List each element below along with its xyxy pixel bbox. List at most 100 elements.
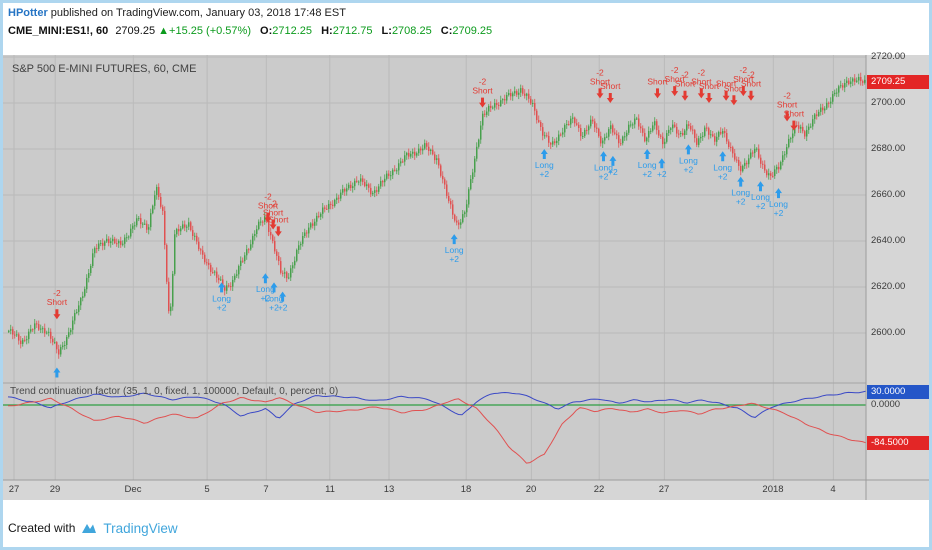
svg-text:-2: -2 xyxy=(53,288,61,298)
price-axis-label: 2660.00 xyxy=(871,189,906,200)
svg-text:+2: +2 xyxy=(756,201,766,211)
svg-text:-2: -2 xyxy=(740,65,748,75)
svg-text:+2: +2 xyxy=(261,293,271,303)
svg-text:Short: Short xyxy=(784,109,805,119)
created-with-text: Created with xyxy=(8,521,76,535)
time-axis-label: 5 xyxy=(204,484,210,495)
svg-text:+2: +2 xyxy=(539,169,549,179)
svg-text:+2: +2 xyxy=(449,254,459,264)
svg-text:+2: +2 xyxy=(657,169,667,179)
time-axis-label: 18 xyxy=(460,484,472,495)
chart-pane-title: S&P 500 E-MINI FUTURES, 60, CME xyxy=(12,63,197,75)
svg-text:+2: +2 xyxy=(736,197,746,207)
time-axis-label: 29 xyxy=(49,484,61,495)
time-axis-label: 22 xyxy=(593,484,605,495)
svg-text:-2: -2 xyxy=(783,90,791,100)
svg-text:Long: Long xyxy=(679,155,698,165)
svg-text:-2: -2 xyxy=(269,199,277,209)
svg-text:+2: +2 xyxy=(608,167,618,177)
indicator-value-badge: -84.5000 xyxy=(867,436,929,450)
last-price: 2709.25 xyxy=(115,25,156,37)
high-label: H: xyxy=(321,25,333,37)
publish-info: HPotter published on TradingView.com, Ja… xyxy=(8,7,346,19)
svg-text:Short: Short xyxy=(716,79,737,89)
close-label: C: xyxy=(440,25,453,37)
svg-text:+2: +2 xyxy=(217,302,227,312)
svg-text:Short: Short xyxy=(268,214,289,224)
tradingview-logo-icon[interactable] xyxy=(81,520,97,536)
svg-text:Short: Short xyxy=(691,76,712,86)
low-label: L: xyxy=(381,25,392,37)
price-axis-label: 2700.00 xyxy=(871,97,906,108)
high-value: 2712.75 xyxy=(332,25,373,37)
price-axis-label: 2720.00 xyxy=(871,51,906,62)
svg-text:Short: Short xyxy=(263,208,284,218)
svg-text:Short: Short xyxy=(724,83,745,93)
indicator-title[interactable]: Trend continuation factor (35, 1, 0, fix… xyxy=(10,386,339,397)
price-change: +15.25 (+0.57%) xyxy=(169,25,251,37)
svg-text:Short: Short xyxy=(47,297,68,307)
svg-text:+2: +2 xyxy=(278,303,288,313)
svg-text:Short: Short xyxy=(590,76,611,86)
svg-text:Long: Long xyxy=(256,284,275,294)
last-price-badge: 2709.25 xyxy=(867,75,929,89)
svg-text:+2: +2 xyxy=(774,208,784,218)
svg-text:Long: Long xyxy=(445,245,464,255)
svg-text:-2: -2 xyxy=(671,65,679,75)
svg-text:Long: Long xyxy=(731,188,750,198)
svg-text:Long: Long xyxy=(265,293,284,303)
close-value: 2709.25 xyxy=(452,25,493,37)
time-axis-label: 2018 xyxy=(762,484,784,495)
tradingview-brand-link[interactable]: TradingView xyxy=(103,520,178,536)
indicator-value-badge: 30.0000 xyxy=(867,385,929,399)
symbol-name[interactable]: CME_MINI:ES1!, 60 xyxy=(8,25,109,37)
price-axis-label: 2600.00 xyxy=(871,327,906,338)
svg-text:Short: Short xyxy=(699,81,720,91)
low-value: 2708.25 xyxy=(391,25,432,37)
change-arrow-icon: ▲ xyxy=(158,25,170,37)
open-value: 2712.25 xyxy=(272,25,313,37)
time-axis-label: 7 xyxy=(263,484,269,495)
svg-text:-2: -2 xyxy=(596,67,604,77)
svg-text:Short: Short xyxy=(600,81,621,91)
svg-text:Short: Short xyxy=(741,79,762,89)
svg-text:-2: -2 xyxy=(747,70,755,80)
svg-text:-2: -2 xyxy=(681,70,689,80)
svg-text:Long: Long xyxy=(638,160,657,170)
svg-text:Short: Short xyxy=(647,76,668,86)
svg-text:Long: Long xyxy=(535,160,554,170)
price-axis-label: 2640.00 xyxy=(871,235,906,246)
svg-text:-2: -2 xyxy=(264,192,272,202)
svg-text:Short: Short xyxy=(258,201,279,211)
time-axis-label: 4 xyxy=(830,484,836,495)
time-axis-label: 13 xyxy=(383,484,395,495)
time-axis-label: 11 xyxy=(325,484,335,495)
time-axis-label: 27 xyxy=(658,484,670,495)
indicator-zero-label: 0.0000 xyxy=(871,399,901,410)
time-axis-label: 27 xyxy=(8,484,20,495)
symbol-info-bar: CME_MINI:ES1!, 60 2709.25 ▲+15.25 (+0.57… xyxy=(8,25,492,37)
svg-text:Short: Short xyxy=(777,99,798,109)
svg-text:Short: Short xyxy=(665,74,686,84)
svg-text:+2: +2 xyxy=(684,164,694,174)
svg-text:+2: +2 xyxy=(718,171,728,181)
svg-text:Long: Long xyxy=(212,293,231,303)
price-axis-label: 2620.00 xyxy=(871,281,906,292)
svg-text:Long: Long xyxy=(751,192,770,202)
svg-text:-2: -2 xyxy=(698,67,706,77)
footer: Created with TradingView xyxy=(8,520,178,536)
svg-text:Long: Long xyxy=(769,199,788,209)
svg-text:Short: Short xyxy=(675,79,696,89)
svg-text:Short: Short xyxy=(472,86,493,96)
svg-text:Long: Long xyxy=(594,162,613,172)
time-axis-label: Dec xyxy=(124,484,142,495)
svg-text:+2: +2 xyxy=(642,169,652,179)
svg-text:-2: -2 xyxy=(479,77,487,87)
price-axis-label: 2680.00 xyxy=(871,143,906,154)
author-link[interactable]: HPotter xyxy=(8,7,48,19)
published-text: published on TradingView.com, January 03… xyxy=(47,7,346,19)
svg-text:+2: +2 xyxy=(599,171,609,181)
time-axis-label: 20 xyxy=(525,484,537,495)
svg-text:+2: +2 xyxy=(269,302,279,312)
